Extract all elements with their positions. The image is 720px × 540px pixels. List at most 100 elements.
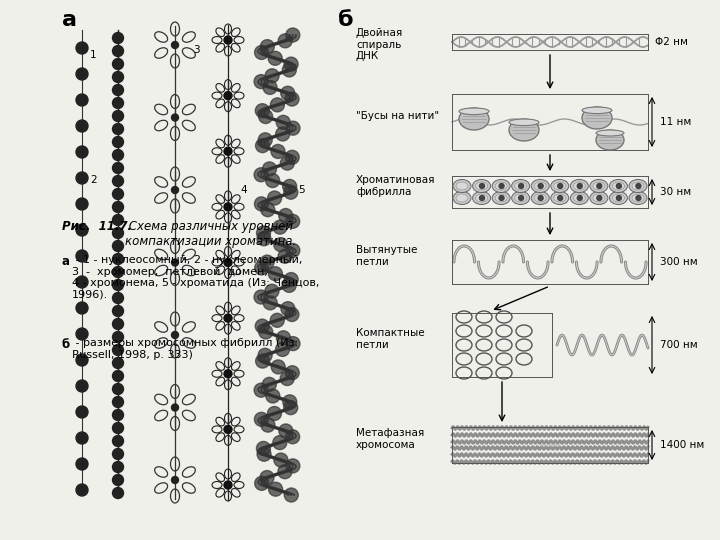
Circle shape bbox=[276, 127, 289, 141]
Circle shape bbox=[112, 163, 124, 173]
Circle shape bbox=[224, 259, 232, 267]
Text: Φ2 нм: Φ2 нм bbox=[655, 37, 688, 47]
Circle shape bbox=[268, 191, 282, 205]
Ellipse shape bbox=[453, 179, 471, 192]
Text: 4: 4 bbox=[240, 185, 247, 195]
Circle shape bbox=[285, 92, 299, 106]
Circle shape bbox=[254, 413, 269, 426]
Circle shape bbox=[267, 407, 282, 421]
Text: б: б bbox=[62, 338, 70, 351]
Circle shape bbox=[284, 185, 298, 199]
Circle shape bbox=[112, 422, 124, 434]
Circle shape bbox=[112, 319, 124, 329]
Circle shape bbox=[76, 458, 88, 470]
Ellipse shape bbox=[551, 192, 569, 205]
Text: "Бусы на нити": "Бусы на нити" bbox=[356, 111, 439, 121]
Circle shape bbox=[76, 250, 88, 262]
Circle shape bbox=[254, 197, 269, 211]
Circle shape bbox=[558, 195, 563, 200]
Ellipse shape bbox=[534, 194, 546, 202]
Ellipse shape bbox=[459, 108, 489, 130]
Circle shape bbox=[76, 328, 88, 340]
Ellipse shape bbox=[495, 182, 507, 190]
Circle shape bbox=[76, 42, 88, 54]
Ellipse shape bbox=[531, 192, 549, 205]
Ellipse shape bbox=[515, 182, 526, 190]
Circle shape bbox=[285, 366, 300, 380]
Ellipse shape bbox=[613, 182, 624, 190]
Circle shape bbox=[499, 195, 504, 200]
Circle shape bbox=[280, 156, 294, 170]
Circle shape bbox=[262, 377, 276, 392]
Circle shape bbox=[286, 336, 300, 350]
Circle shape bbox=[273, 436, 287, 450]
Circle shape bbox=[281, 302, 295, 316]
Circle shape bbox=[112, 306, 124, 316]
Circle shape bbox=[257, 232, 271, 246]
Ellipse shape bbox=[453, 192, 471, 205]
Circle shape bbox=[112, 488, 124, 498]
Circle shape bbox=[112, 253, 124, 265]
Ellipse shape bbox=[573, 182, 585, 190]
Ellipse shape bbox=[512, 179, 530, 192]
Text: Вытянутые
петли: Вытянутые петли bbox=[356, 245, 418, 267]
Ellipse shape bbox=[512, 192, 530, 205]
Ellipse shape bbox=[472, 192, 490, 205]
Circle shape bbox=[258, 348, 272, 362]
Circle shape bbox=[224, 203, 232, 211]
Ellipse shape bbox=[475, 182, 487, 190]
Text: 11 нм: 11 нм bbox=[660, 117, 691, 127]
Ellipse shape bbox=[459, 108, 489, 114]
Circle shape bbox=[256, 226, 271, 240]
Text: 5: 5 bbox=[298, 185, 305, 195]
Circle shape bbox=[255, 261, 269, 275]
Circle shape bbox=[284, 57, 298, 71]
Text: 300 нм: 300 нм bbox=[660, 257, 698, 267]
Circle shape bbox=[265, 69, 279, 83]
Circle shape bbox=[261, 418, 275, 432]
Circle shape bbox=[538, 184, 543, 188]
Circle shape bbox=[268, 51, 282, 65]
Circle shape bbox=[480, 195, 485, 200]
Circle shape bbox=[171, 114, 179, 121]
Circle shape bbox=[256, 441, 271, 455]
Circle shape bbox=[616, 184, 621, 188]
Ellipse shape bbox=[495, 194, 507, 202]
Circle shape bbox=[112, 214, 124, 226]
Circle shape bbox=[257, 447, 271, 461]
Circle shape bbox=[224, 370, 232, 378]
Ellipse shape bbox=[629, 179, 647, 192]
Ellipse shape bbox=[570, 179, 588, 192]
Circle shape bbox=[112, 98, 124, 109]
Circle shape bbox=[266, 173, 279, 187]
Circle shape bbox=[278, 249, 292, 264]
Circle shape bbox=[254, 168, 268, 182]
Circle shape bbox=[76, 94, 88, 106]
Circle shape bbox=[112, 409, 124, 421]
Ellipse shape bbox=[590, 179, 608, 192]
Circle shape bbox=[285, 150, 300, 164]
Circle shape bbox=[276, 342, 289, 356]
Text: 3: 3 bbox=[193, 45, 199, 55]
Circle shape bbox=[258, 325, 273, 339]
Circle shape bbox=[286, 459, 300, 473]
Circle shape bbox=[112, 227, 124, 239]
Circle shape bbox=[224, 36, 232, 44]
Circle shape bbox=[112, 58, 124, 70]
Circle shape bbox=[258, 110, 273, 124]
Circle shape bbox=[112, 396, 124, 408]
Circle shape bbox=[254, 290, 268, 304]
Circle shape bbox=[286, 121, 300, 135]
Circle shape bbox=[558, 184, 563, 188]
Text: Компактные
петли: Компактные петли bbox=[356, 328, 425, 350]
Circle shape bbox=[255, 319, 269, 333]
Text: 700 нм: 700 нм bbox=[660, 340, 698, 350]
Circle shape bbox=[279, 208, 293, 222]
Ellipse shape bbox=[472, 179, 490, 192]
Circle shape bbox=[171, 42, 179, 49]
Circle shape bbox=[76, 354, 88, 366]
Ellipse shape bbox=[492, 179, 510, 192]
Circle shape bbox=[274, 238, 288, 252]
Circle shape bbox=[224, 147, 232, 156]
Circle shape bbox=[76, 68, 88, 80]
